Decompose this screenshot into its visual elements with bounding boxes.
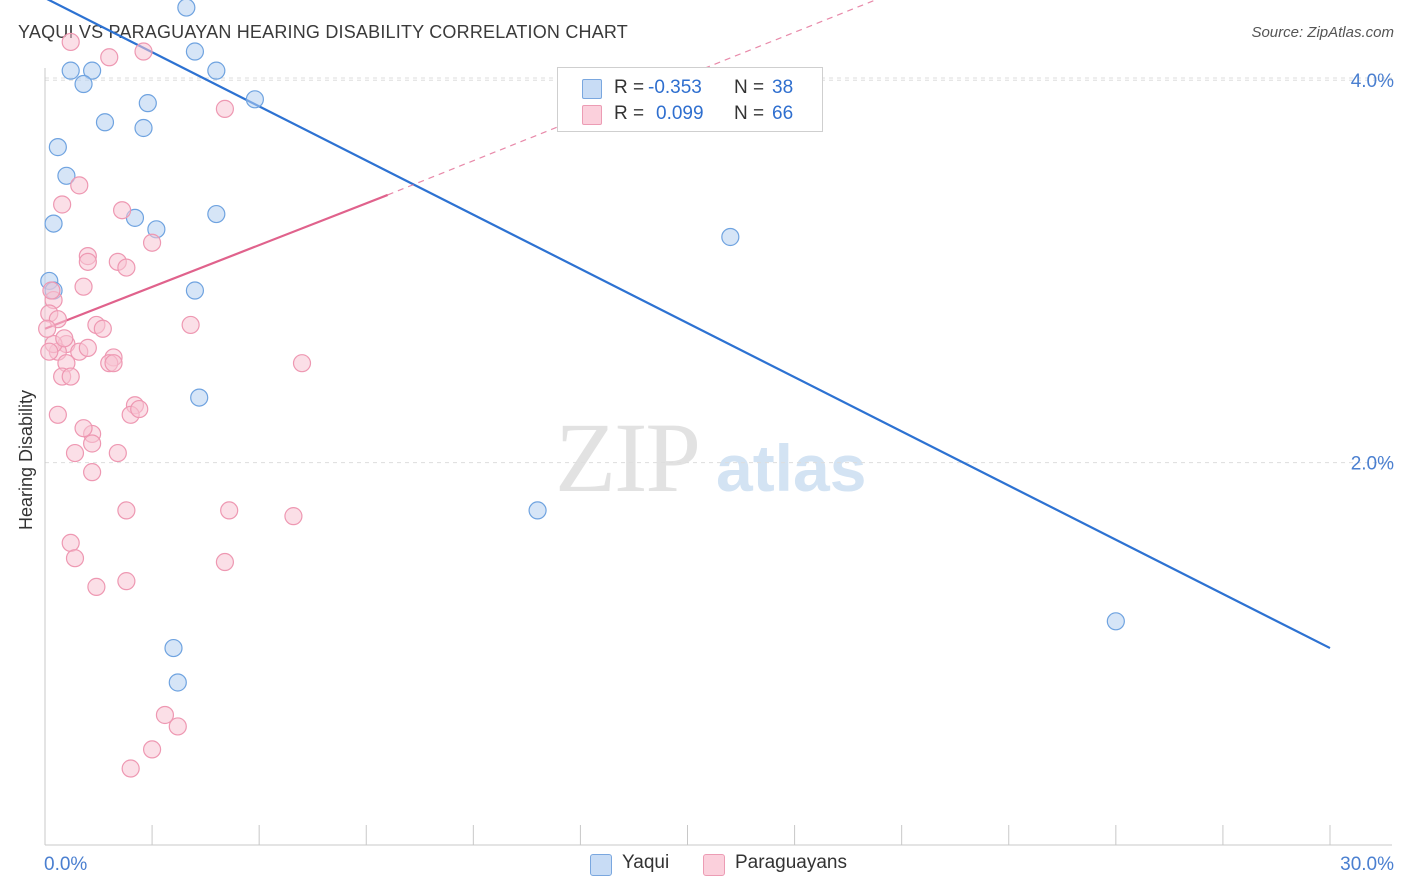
- data-points: [38, 0, 1125, 778]
- yaqui-point: [721, 227, 740, 247]
- yaqui-point: [190, 388, 209, 407]
- paraguayan-point: [78, 252, 97, 271]
- paraguayan-point: [117, 258, 136, 277]
- bottom-legend-label: Yaqui: [622, 852, 670, 873]
- x-tick-label: 0.0%: [44, 854, 87, 875]
- watermark-atlas: atlas: [716, 431, 867, 505]
- chart-title: YAQUI VS PARAGUAYAN HEARING DISABILITY C…: [18, 22, 628, 42]
- paraguayan-point: [48, 405, 67, 424]
- paraguayan-point: [284, 507, 303, 526]
- yaqui-point: [185, 281, 205, 300]
- legend-swatch-paraguayans: [582, 105, 602, 125]
- paraguayan-point: [220, 501, 239, 520]
- paraguayan-point: [40, 342, 59, 361]
- y-tick-label: 2.0%: [1351, 454, 1394, 475]
- paraguayan-point: [104, 354, 123, 373]
- paraguayan-point: [108, 443, 127, 463]
- yaqui-point: [48, 138, 67, 157]
- paraguayan-point: [215, 99, 234, 118]
- legend-r-label: R =: [614, 103, 645, 124]
- paraguayan-point: [61, 367, 80, 386]
- legend-n-label: N =: [734, 103, 765, 124]
- yaqui-point: [95, 113, 115, 132]
- yaqui-point: [245, 90, 264, 109]
- paraguayan-point: [100, 48, 119, 67]
- yaqui-point: [61, 61, 80, 80]
- paraguayan-point: [74, 277, 93, 296]
- yaqui-point: [164, 638, 183, 658]
- paraguayan-point: [142, 233, 162, 252]
- paraguayan-point: [87, 577, 106, 596]
- paraguayan-point: [53, 195, 72, 214]
- paraguayan-point: [65, 549, 85, 568]
- legend-n-value: 66: [772, 103, 794, 124]
- source-label: Source: ZipAtlas.com: [1251, 24, 1394, 41]
- yaqui-point: [83, 61, 102, 80]
- paraguayan-point: [130, 399, 149, 419]
- y-tick-label: 4.0%: [1351, 71, 1394, 92]
- yaqui-point: [528, 501, 547, 520]
- yaqui-point: [168, 673, 187, 692]
- paraguayan-point: [142, 740, 162, 759]
- paraguayan-point: [93, 319, 112, 338]
- paraguayan-point: [42, 281, 61, 300]
- paraguayan-point: [155, 705, 175, 725]
- paraguayan-point: [181, 315, 200, 335]
- yaqui-point: [177, 0, 196, 17]
- paraguayan-point: [134, 42, 153, 61]
- paraguayan-point: [121, 759, 140, 778]
- bottom-legend-swatch-paraguayans: [703, 854, 725, 876]
- axes: [44, 68, 1392, 846]
- yaqui-point: [1106, 612, 1125, 631]
- paraguayan-trend-extension: [387, 0, 877, 196]
- paraguayan-point: [38, 319, 57, 338]
- paraguayan-point: [83, 434, 102, 453]
- paraguayan-point: [117, 572, 136, 591]
- yaqui-point: [138, 94, 157, 113]
- y-axis-label: Hearing Disability: [16, 390, 36, 530]
- yaqui-point: [134, 118, 153, 138]
- legend-r-value: 0.099: [656, 103, 704, 124]
- x-tick-label: 30.0%: [1340, 854, 1394, 875]
- bottom-legend-label: Paraguayans: [735, 852, 847, 873]
- paraguayan-point: [117, 501, 136, 520]
- yaqui-point: [207, 204, 226, 224]
- paraguayan-point: [74, 419, 93, 438]
- legend-r-value: -0.353: [648, 77, 702, 98]
- paraguayan-point: [292, 354, 312, 373]
- paraguayan-point: [61, 533, 80, 553]
- legend-n-label: N =: [734, 77, 765, 98]
- yaqui-point: [185, 42, 205, 61]
- correlation-legend: R = -0.353 N = 38 R = 0.099 N = 66: [557, 67, 823, 132]
- paraguayan-point: [215, 552, 234, 572]
- yaqui-point: [57, 166, 76, 185]
- tick-labels: 2.0%4.0%6.0%8.0%0.0%30.0%Hearing Disabil…: [16, 71, 1394, 875]
- legend-r-label: R =: [614, 77, 645, 98]
- legend-swatch-yaqui: [582, 79, 602, 99]
- yaqui-point: [207, 61, 226, 80]
- legend-n-value: 38: [772, 77, 794, 98]
- paraguayan-point: [168, 717, 187, 736]
- paraguayan-point: [65, 443, 85, 463]
- watermark-zip: ZIP: [555, 402, 701, 513]
- paraguayan-point: [83, 463, 102, 482]
- paraguayan-point: [112, 201, 132, 220]
- bottom-legend-swatch-yaqui: [590, 854, 612, 876]
- paraguayan-point: [70, 176, 89, 195]
- yaqui-point: [44, 214, 63, 233]
- paraguayan-point: [78, 338, 97, 357]
- yaqui-point: [74, 74, 93, 94]
- paraguayan-point: [55, 329, 74, 348]
- paraguayan-point: [61, 32, 80, 52]
- paraguayan-trend-line: [44, 193, 389, 330]
